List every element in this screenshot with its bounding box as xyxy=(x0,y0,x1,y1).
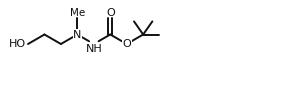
Text: NH: NH xyxy=(86,45,102,54)
Text: N: N xyxy=(73,29,82,40)
Text: HO: HO xyxy=(9,39,26,49)
Text: O: O xyxy=(122,39,131,49)
Text: Me: Me xyxy=(70,8,85,18)
Text: O: O xyxy=(106,8,115,18)
